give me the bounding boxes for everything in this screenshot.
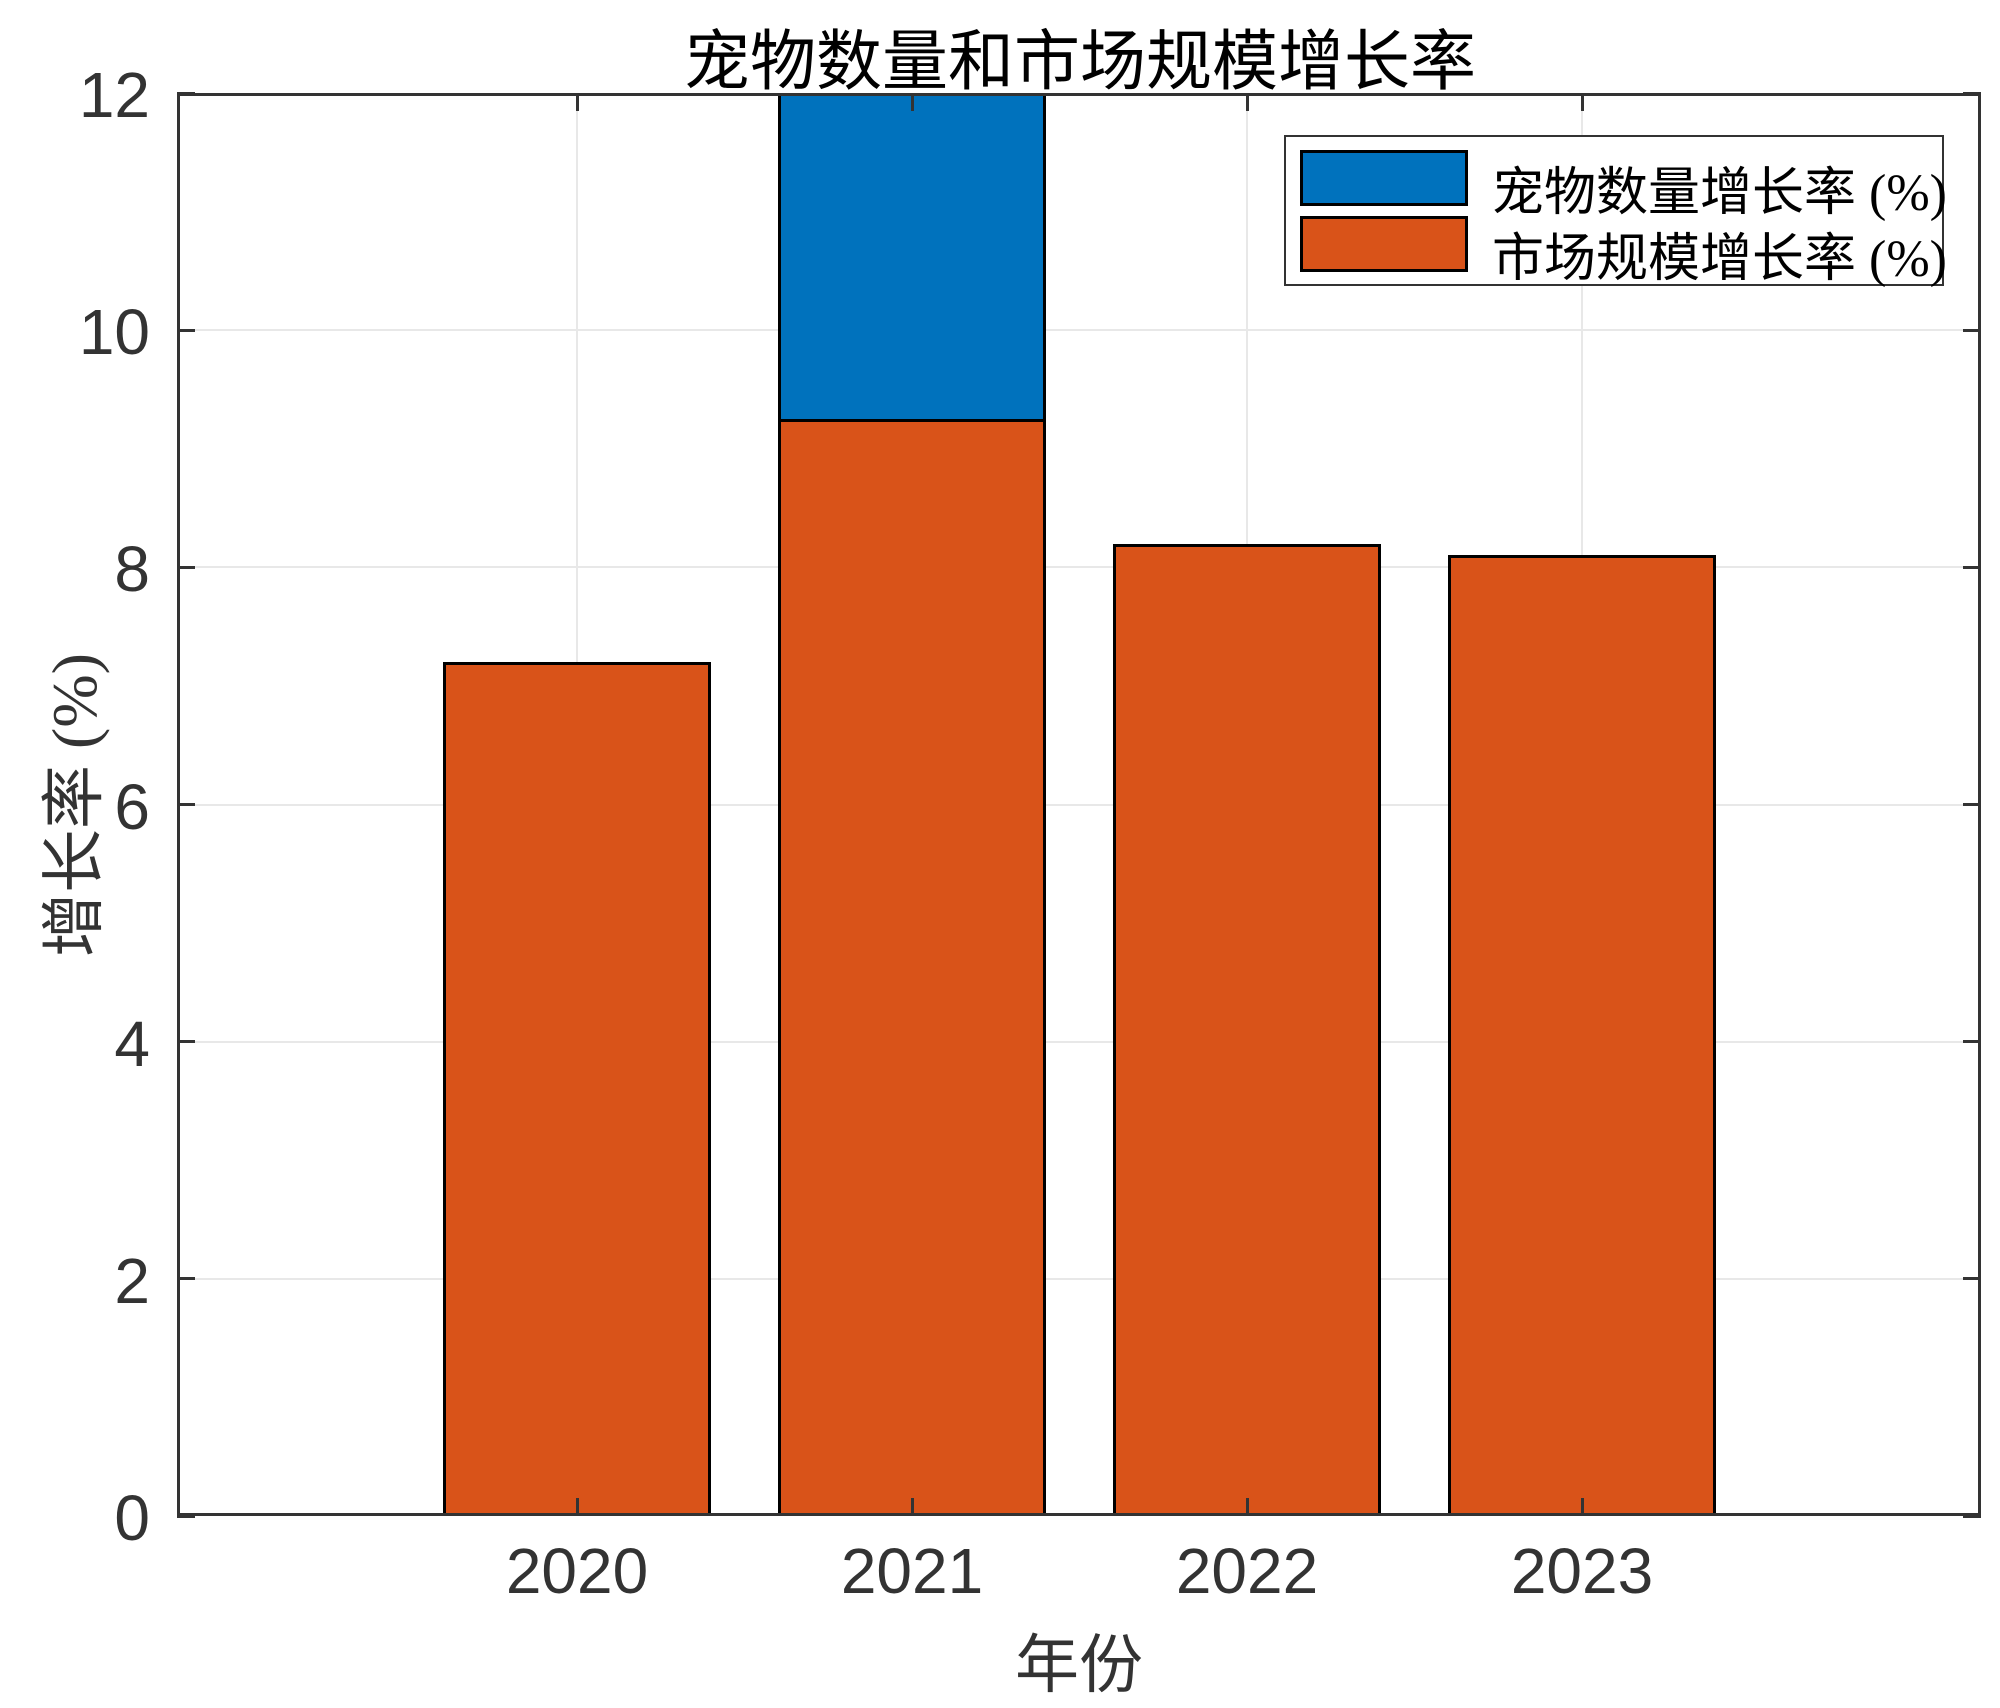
tick-right-4 [1963,1040,1981,1044]
legend-swatch-market-size-growth-rate [1300,216,1468,272]
legend-item-market-size-growth-rate: 市场规模增长率 (%) [1300,216,1947,288]
y-tick-label-0: 0 [114,1482,150,1554]
tick-top-2022 [1245,93,1249,111]
x-tick-label-2021: 2021 [840,1535,984,1607]
legend-item-pet-count-growth-rate: 宠物数量增长率 (%) [1300,150,1947,222]
x-axis-label: 年份 [1015,1630,1143,1701]
legend: 宠物数量增长率 (%) 市场规模增长率 (%) [1284,135,1947,288]
gridline-y-8 [177,566,1981,569]
tick-bottom-2020 [575,1498,579,1516]
legend-label-pet-count-growth-rate: 宠物数量增长率 (%) [1492,165,1947,222]
tick-left-10 [177,328,195,332]
tick-left-12 [177,91,195,95]
gridline-y-6 [177,803,1981,806]
y-tick-label-4: 4 [114,1007,150,1080]
tick-right-8 [1963,565,1981,569]
bar-market-size-growth-rate-2023 [1448,555,1716,1516]
tick-right-10 [1963,328,1981,332]
tick-left-0 [177,1514,195,1518]
tick-bottom-2022 [1245,1498,1249,1516]
gridline-y-2 [177,1277,1981,1280]
x-tick-label-2023: 2023 [1510,1535,1654,1607]
tick-right-12 [1963,91,1981,95]
tick-right-6 [1963,803,1981,806]
tick-top-2023 [1580,93,1584,111]
y-tick-label-6: 6 [114,770,150,843]
gridline-y-10 [177,329,1981,332]
bar-market-size-growth-rate-2021 [778,419,1046,1516]
tick-left-8 [177,565,195,569]
tick-bottom-2021 [910,1498,914,1516]
y-tick-label-2: 2 [114,1244,150,1317]
legend-label-market-size-growth-rate: 市场规模增长率 (%) [1492,231,1947,288]
bar-market-size-growth-rate-2020 [443,662,711,1516]
tick-left-4 [177,1040,195,1044]
tick-right-0 [1963,1514,1981,1518]
tick-top-2020 [575,93,579,111]
y-tick-label-12: 12 [78,59,150,131]
tick-top-2021 [910,93,914,111]
y-tick-label-10: 10 [78,296,150,369]
y-axis-label: 增长率 (%) [39,653,110,957]
x-tick-label-2020: 2020 [505,1535,649,1607]
tick-left-2 [177,1277,195,1281]
legend-swatch-pet-count-growth-rate [1300,150,1468,206]
y-tick-label-8: 8 [114,533,150,606]
tick-left-6 [177,803,195,806]
chart-title: 宠物数量和市场规模增长率 [684,26,1476,99]
tick-bottom-2023 [1580,1498,1584,1516]
tick-right-2 [1963,1277,1981,1281]
bar-market-size-growth-rate-2022 [1113,543,1381,1516]
gridline-y-4 [177,1040,1981,1043]
x-tick-label-2022: 2022 [1175,1535,1319,1607]
